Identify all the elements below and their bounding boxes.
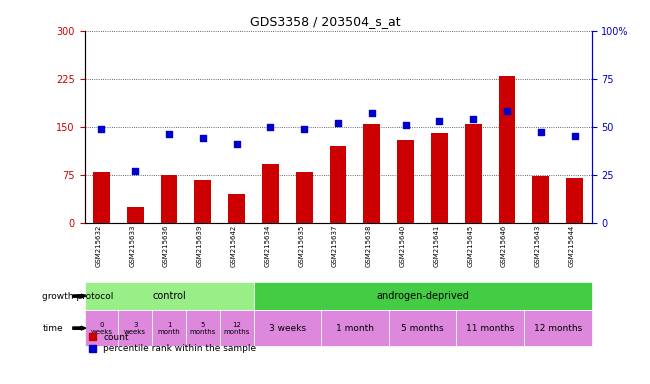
Text: GSM215633: GSM215633 [129, 225, 135, 267]
Bar [161, 175, 177, 223]
Point [198, 135, 208, 141]
Text: control: control [152, 291, 186, 301]
Point [333, 120, 343, 126]
Point [231, 141, 242, 147]
Text: GSM215643: GSM215643 [535, 225, 541, 267]
Point [569, 133, 580, 139]
Point [265, 124, 276, 130]
Text: 11 months: 11 months [466, 324, 514, 333]
Bar [431, 133, 448, 223]
Text: GSM215642: GSM215642 [231, 225, 237, 267]
Text: 0
weeks: 0 weeks [90, 322, 112, 334]
Bar [499, 76, 515, 223]
Text: 12 months: 12 months [534, 324, 582, 333]
Text: GDS3358 / 203504_s_at: GDS3358 / 203504_s_at [250, 15, 400, 28]
Text: GSM215645: GSM215645 [467, 225, 473, 267]
Point [536, 129, 546, 136]
Text: GSM215637: GSM215637 [332, 225, 338, 267]
Point [130, 168, 140, 174]
Bar [465, 124, 482, 223]
Text: GSM215635: GSM215635 [298, 225, 304, 267]
Text: GSM215636: GSM215636 [163, 225, 169, 267]
Legend: count, percentile rank within the sample: count, percentile rank within the sample [89, 333, 257, 353]
Text: GSM215638: GSM215638 [366, 225, 372, 267]
Text: 1
month: 1 month [157, 322, 181, 334]
Bar [194, 180, 211, 223]
Text: 1 month: 1 month [336, 324, 374, 333]
Point [502, 108, 512, 114]
Text: GSM215640: GSM215640 [400, 225, 406, 267]
Bar [330, 146, 346, 223]
Bar [93, 172, 110, 223]
Bar [127, 207, 144, 223]
Text: GSM215632: GSM215632 [96, 225, 101, 267]
Text: GSM215639: GSM215639 [197, 225, 203, 267]
Text: GSM215646: GSM215646 [501, 225, 507, 267]
Bar [262, 164, 279, 223]
Text: time: time [42, 324, 63, 333]
Point [164, 131, 174, 137]
Point [434, 118, 445, 124]
Text: GSM215644: GSM215644 [569, 225, 575, 267]
Point [400, 122, 411, 128]
Point [468, 116, 478, 122]
Text: 5
months: 5 months [190, 322, 216, 334]
Text: 3 weeks: 3 weeks [268, 324, 306, 333]
Point [367, 110, 377, 116]
Bar [397, 139, 414, 223]
Bar [228, 194, 245, 223]
Text: androgen-deprived: androgen-deprived [376, 291, 469, 301]
Bar [566, 178, 583, 223]
Text: growth protocol: growth protocol [42, 291, 114, 301]
Bar [532, 176, 549, 223]
Bar [363, 124, 380, 223]
Point [299, 126, 309, 132]
Text: GSM215634: GSM215634 [265, 225, 270, 267]
Text: 12
months: 12 months [224, 322, 250, 334]
Point [96, 126, 107, 132]
Text: 3
weeks: 3 weeks [124, 322, 146, 334]
Text: 5 months: 5 months [401, 324, 444, 333]
Bar [296, 172, 313, 223]
Text: GSM215641: GSM215641 [434, 225, 439, 267]
